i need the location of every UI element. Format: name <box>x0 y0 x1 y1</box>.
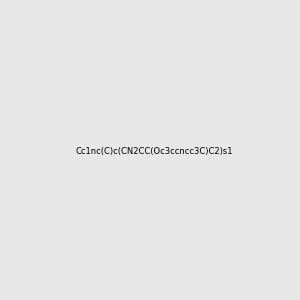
Text: Cc1nc(C)c(CN2CC(Oc3ccncc3C)C2)s1: Cc1nc(C)c(CN2CC(Oc3ccncc3C)C2)s1 <box>75 147 232 156</box>
